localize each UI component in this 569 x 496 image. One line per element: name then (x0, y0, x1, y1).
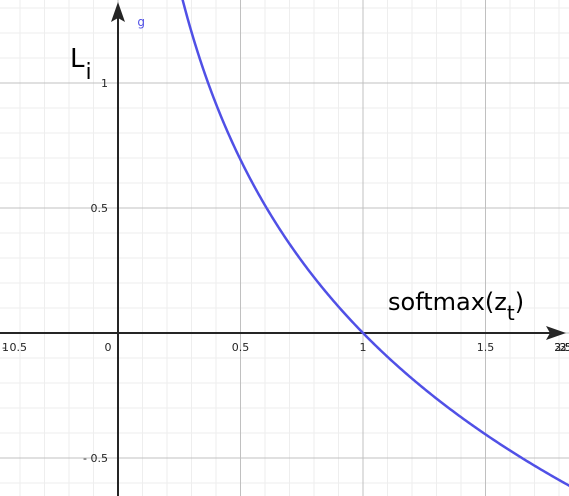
x-tick-label-1: 1 (360, 341, 367, 354)
y-axis-label-subscript: i (86, 60, 92, 85)
x-axis-label: softmax(zt) (388, 288, 524, 325)
x-tick-label-1-5: 1.5 (477, 341, 495, 354)
x-tick-label-0: 0 (105, 341, 112, 354)
y-tick-label-1: 1 (101, 77, 108, 90)
x-axis-label-base: softmax(z (388, 288, 507, 316)
curves: g (137, 0, 569, 487)
y-axis-arrow (111, 2, 125, 22)
y-tick-label--0-5: - 0.5 (83, 452, 108, 465)
x-tick-label-3-5: 3.5 (554, 341, 569, 354)
y-axis-label: Li (70, 44, 92, 85)
x-tick-label-0-5: 0.5 (232, 341, 250, 354)
y-axis-label-base: L (70, 44, 85, 74)
x-tick-label--1: 1 (2, 341, 9, 354)
x-axis-arrow (546, 326, 566, 340)
x-tick-label-2-5: 2.5 (554, 341, 569, 354)
x-tick-label--0-5: - 0.5 (2, 341, 27, 354)
series-name-label-g: g (137, 15, 145, 29)
x-axis-label-suffix: ) (515, 288, 524, 316)
series-line-g (181, 0, 569, 487)
x-tick-label-3: 3 (560, 341, 567, 354)
y-tick-label-0-5: 0.5 (91, 202, 109, 215)
x-tick-label-2: 2 (560, 341, 567, 354)
x-axis-label-subscript: t (507, 301, 515, 325)
